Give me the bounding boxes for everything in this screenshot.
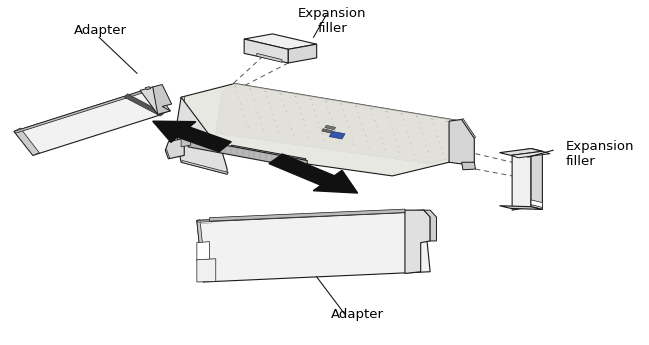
Polygon shape (197, 210, 430, 282)
Polygon shape (329, 131, 345, 139)
Polygon shape (181, 97, 188, 142)
Text: Adapter: Adapter (331, 308, 384, 321)
Polygon shape (181, 83, 461, 176)
Text: Expansion
filler: Expansion filler (566, 140, 634, 168)
Polygon shape (449, 119, 474, 164)
Polygon shape (322, 129, 332, 133)
Polygon shape (188, 138, 307, 169)
Polygon shape (165, 138, 184, 159)
Polygon shape (145, 87, 151, 90)
Polygon shape (512, 149, 531, 210)
Polygon shape (230, 149, 305, 167)
Polygon shape (181, 160, 228, 174)
Polygon shape (153, 85, 171, 114)
Polygon shape (165, 150, 170, 159)
Polygon shape (197, 210, 425, 222)
Polygon shape (325, 125, 336, 130)
Polygon shape (461, 162, 476, 170)
Polygon shape (188, 140, 230, 154)
Polygon shape (125, 94, 164, 116)
Polygon shape (177, 97, 227, 174)
FancyArrow shape (269, 154, 358, 193)
Polygon shape (257, 53, 282, 62)
Polygon shape (210, 209, 405, 221)
Text: Expansion
filler: Expansion filler (298, 7, 367, 34)
Polygon shape (188, 137, 230, 150)
Polygon shape (405, 210, 430, 274)
Polygon shape (197, 220, 206, 282)
Polygon shape (424, 210, 437, 241)
Polygon shape (531, 200, 543, 207)
Polygon shape (500, 149, 543, 155)
Polygon shape (230, 145, 306, 162)
Polygon shape (511, 151, 550, 158)
FancyArrow shape (153, 121, 231, 152)
Polygon shape (181, 137, 191, 147)
Polygon shape (531, 149, 543, 209)
Polygon shape (500, 206, 543, 209)
Polygon shape (461, 118, 476, 138)
Text: Adapter: Adapter (74, 24, 127, 37)
Polygon shape (215, 83, 461, 164)
Polygon shape (14, 128, 39, 155)
Polygon shape (140, 87, 171, 114)
Polygon shape (14, 90, 162, 155)
Polygon shape (244, 34, 317, 49)
Polygon shape (14, 90, 145, 133)
Polygon shape (288, 44, 317, 63)
Polygon shape (197, 259, 215, 282)
Polygon shape (244, 39, 288, 63)
Polygon shape (197, 241, 210, 261)
